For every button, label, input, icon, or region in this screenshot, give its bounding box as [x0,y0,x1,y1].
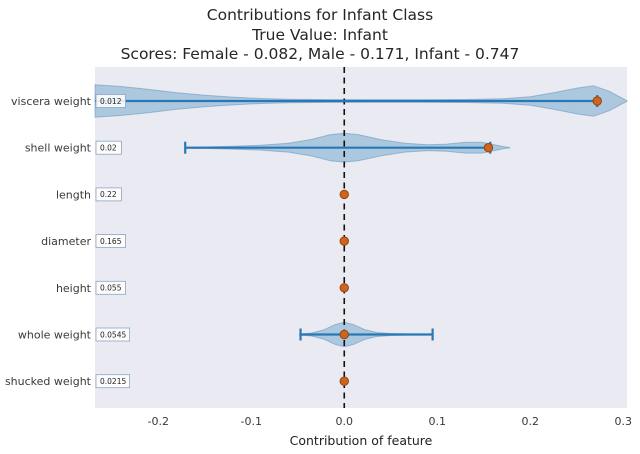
feature-value-box-shucked-weight [95,374,130,389]
feature-value-length: 0.22 [100,190,117,199]
feature-label-shucked-weight: shucked weight [5,375,92,388]
feature-value-box-diameter [95,234,126,249]
feature-label-length: length [56,188,91,201]
x-tick-0: -0.2 [148,415,169,428]
feature-value-whole-weight: 0.0545 [100,330,126,339]
feature-value-box-whole-weight [95,327,130,342]
feature-value-viscera-weight: 0.012 [100,97,122,106]
feature-label-diameter: diameter [41,235,91,248]
feature-label-shell-weight: shell weight [25,142,92,155]
chart-title-block: Contributions for Infant Class True Valu… [0,6,640,65]
x-axis-label: Contribution of feature [290,433,433,448]
feature-value-box-viscera-weight [95,94,126,108]
feature-value-diameter: 0.165 [100,237,122,246]
chart-subtitle-scores: Scores: Female - 0.082, Male - 0.171, In… [120,45,520,63]
x-tick-2: 0.0 [336,415,354,428]
feature-value-box-shell-weight [95,140,122,155]
x-tick-3: 0.1 [429,415,447,428]
point-shell-weight [483,143,494,153]
feature-label-height: height [56,282,92,295]
chart-title: Contributions for Infant Class [206,6,434,24]
chart-subtitle-true-value: True Value: Infant [252,25,388,44]
feature-value-shell-weight: 0.02 [100,144,117,153]
x-tick-1: -0.1 [241,415,262,428]
point-shucked-weight [339,376,349,386]
feature-value-shucked-weight: 0.0215 [100,377,126,386]
point-height [339,283,349,293]
point-viscera-weight [592,96,602,106]
point-diameter [339,236,349,246]
plot-area [95,67,627,408]
point-length [339,189,349,200]
x-tick-5: 0.3 [615,415,633,428]
feature-label-whole-weight: whole weight [18,329,92,342]
x-tick-4: 0.2 [522,415,540,428]
point-whole-weight [339,329,349,340]
feature-value-box-length [95,187,122,202]
feature-value-box-height [95,280,126,295]
feature-value-height: 0.055 [100,284,122,293]
feature-label-viscera-weight: viscera weight [11,95,92,108]
